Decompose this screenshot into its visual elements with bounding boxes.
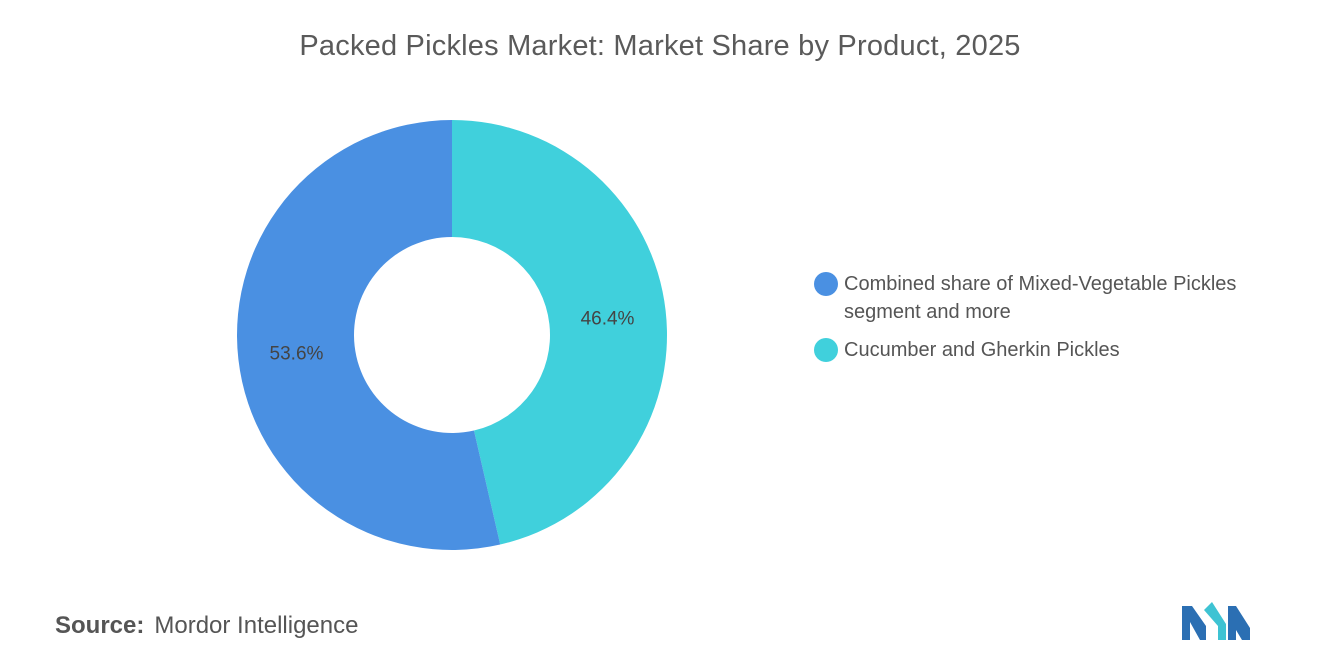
source-line: Source: Mordor Intelligence: [55, 612, 358, 640]
legend-swatch-2: [814, 338, 838, 362]
legend-label-2: Cucumber and Gherkin Pickles: [844, 339, 1120, 361]
legend-item-2: Cucumber and Gherkin Pickles: [814, 336, 1304, 364]
chart-title: Packed Pickles Market: Market Share by P…: [299, 30, 1021, 62]
donut-slice-1: [237, 120, 501, 550]
chart-legend: Combined share of Mixed-Vegetable Pickle…: [814, 270, 1304, 374]
logo-shape-left: [1182, 606, 1206, 640]
source-key: Source:: [55, 612, 145, 639]
legend-item-1: Combined share of Mixed-Vegetable Pickle…: [814, 270, 1304, 326]
slice-value-label-2: 46.4%: [581, 308, 635, 329]
donut-slice-2: [452, 120, 667, 545]
mordor-intelligence-logo-icon: [1182, 602, 1250, 640]
donut-chart: 46.4% 53.6%: [237, 120, 667, 550]
logo-shape-mid: [1204, 602, 1226, 640]
legend-label-1: Combined share of Mixed-Vegetable Pickle…: [844, 273, 1237, 323]
source-value: Mordor Intelligence: [154, 612, 359, 639]
logo-shape-right: [1228, 606, 1250, 640]
legend-swatch-1: [814, 272, 838, 296]
slice-value-label-1: 53.6%: [270, 344, 324, 365]
